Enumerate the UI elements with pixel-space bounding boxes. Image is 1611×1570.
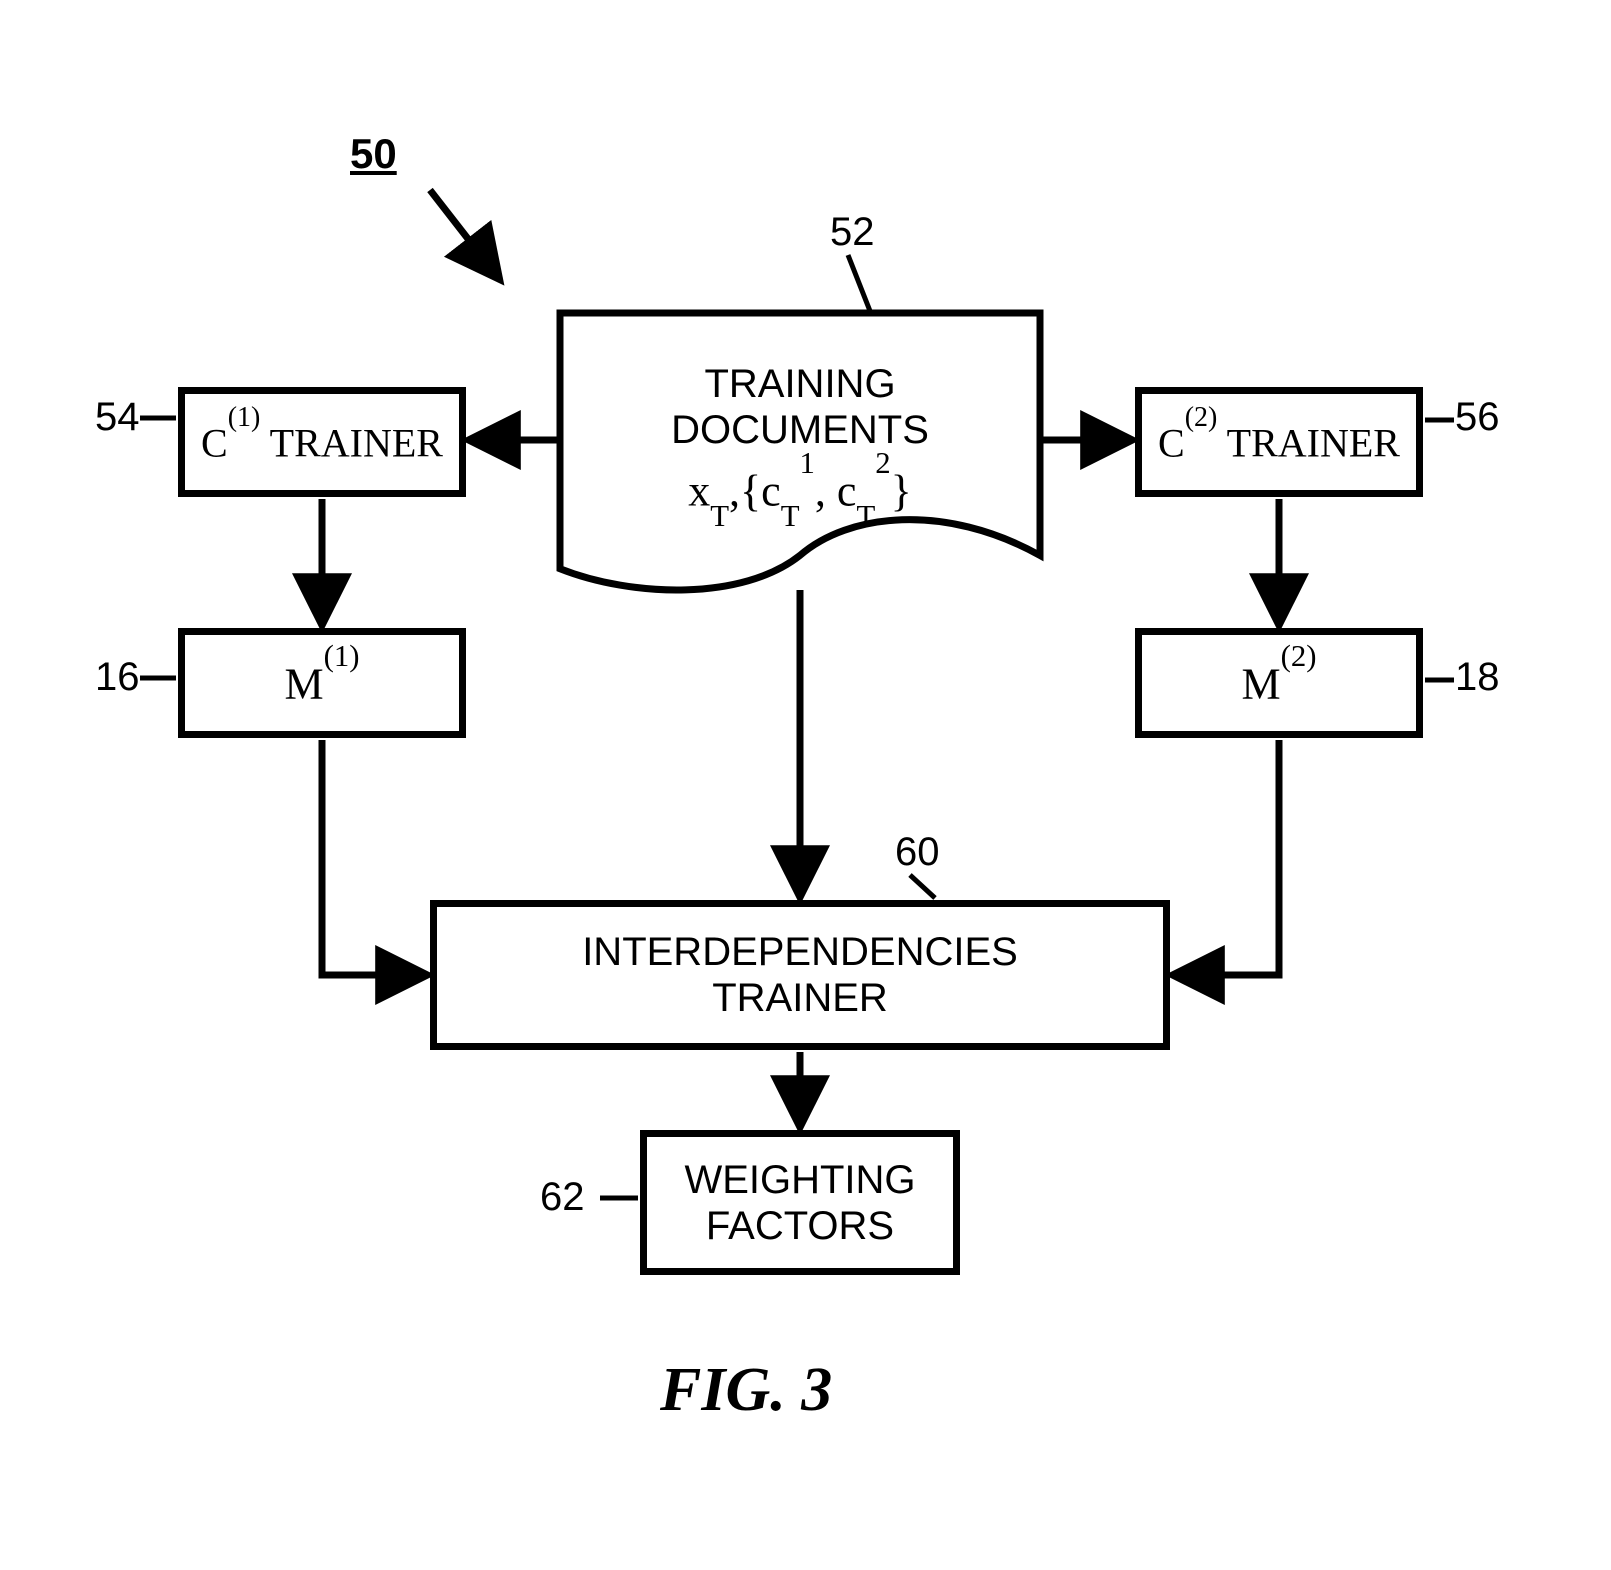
node-weighting: WEIGHTINGFACTORS <box>640 1130 960 1275</box>
ref-m1: 16 <box>95 655 140 700</box>
ref-interdep: 60 <box>895 830 940 875</box>
node-m2: M(2) <box>1135 628 1423 738</box>
ref-leader-interdep <box>910 875 935 898</box>
node-m1: M(1) <box>178 628 466 738</box>
figure-ref-50-arrow <box>430 190 500 280</box>
node-c1_trainer: C(1) TRAINER <box>178 387 466 497</box>
ref-training_docs: 52 <box>830 210 875 255</box>
edge-m2-to-interdep <box>1172 740 1279 975</box>
svg-layer <box>0 0 1611 1570</box>
ref-c2_trainer: 56 <box>1455 395 1500 440</box>
edge-m1-to-interdep <box>322 740 428 975</box>
ref-weighting: 62 <box>540 1175 585 1220</box>
figure-ref-50: 50 <box>350 130 397 178</box>
ref-c1_trainer: 54 <box>95 395 140 440</box>
node-c2_trainer: C(2) TRAINER <box>1135 387 1423 497</box>
node-interdep: INTERDEPENDENCIESTRAINER <box>430 900 1170 1050</box>
ref-m2: 18 <box>1455 655 1500 700</box>
ref-leader-training_docs <box>848 255 870 311</box>
figure-canvas: TRAININGDOCUMENTSxT,{cT1, cT2} 52 C(1) TRA… <box>0 0 1611 1570</box>
node-training_docs: TRAININGDOCUMENTSxT,{cT1, cT2} <box>560 321 1040 563</box>
figure-caption: FIG. 3 <box>660 1355 832 1426</box>
